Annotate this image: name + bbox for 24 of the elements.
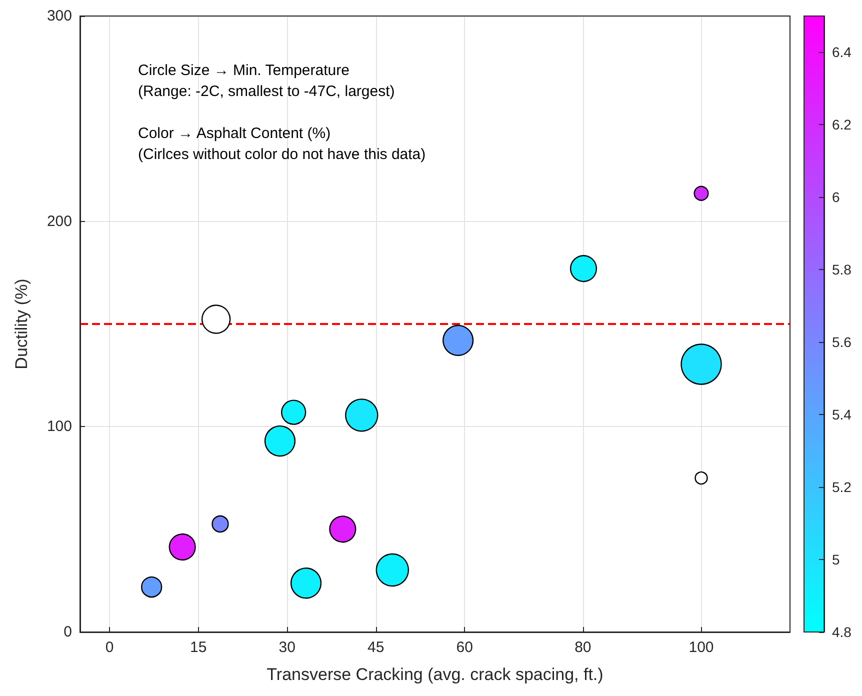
x-tick-label: 100 xyxy=(688,639,714,656)
annotation: Color → Asphalt Content (%) (Cirlces without color do not have this data) xyxy=(138,125,426,163)
color-bar-label: 5.4 xyxy=(832,406,852,423)
color-bar-label: 4.8 xyxy=(832,624,852,640)
y-tick-label: 300 xyxy=(46,8,72,24)
x-tick-label: 45 xyxy=(367,639,384,656)
x-tick-label: 30 xyxy=(278,639,296,656)
annotation: Circle Size → Min. Temperature (Range: -2C, smallest to -47C, largest) xyxy=(138,62,395,100)
color-bar-label: 5 xyxy=(832,552,840,568)
y-tick-label: 0 xyxy=(64,624,72,640)
color-bar-label: 6 xyxy=(832,189,840,206)
y-tick-label: 200 xyxy=(46,212,72,230)
x-tick-label: 15 xyxy=(190,639,207,656)
color-bar-label: 5.8 xyxy=(832,262,852,278)
y-tick-label: 100 xyxy=(46,418,72,436)
x-tick-label: 80 xyxy=(574,639,592,656)
color-bar-label: 5.2 xyxy=(832,479,852,496)
color-bar-label: 6.2 xyxy=(832,116,852,133)
x-axis-title: Transverse Cracking (avg. crack spacing, ft.) xyxy=(266,665,604,684)
x-tick-label: 0 xyxy=(105,639,114,656)
x-tick-label: 60 xyxy=(456,639,473,656)
y-axis-title: Ductility (%) xyxy=(12,278,31,370)
color-bar-label: 6.4 xyxy=(832,44,852,60)
color-bar-label: 5.6 xyxy=(832,334,852,350)
